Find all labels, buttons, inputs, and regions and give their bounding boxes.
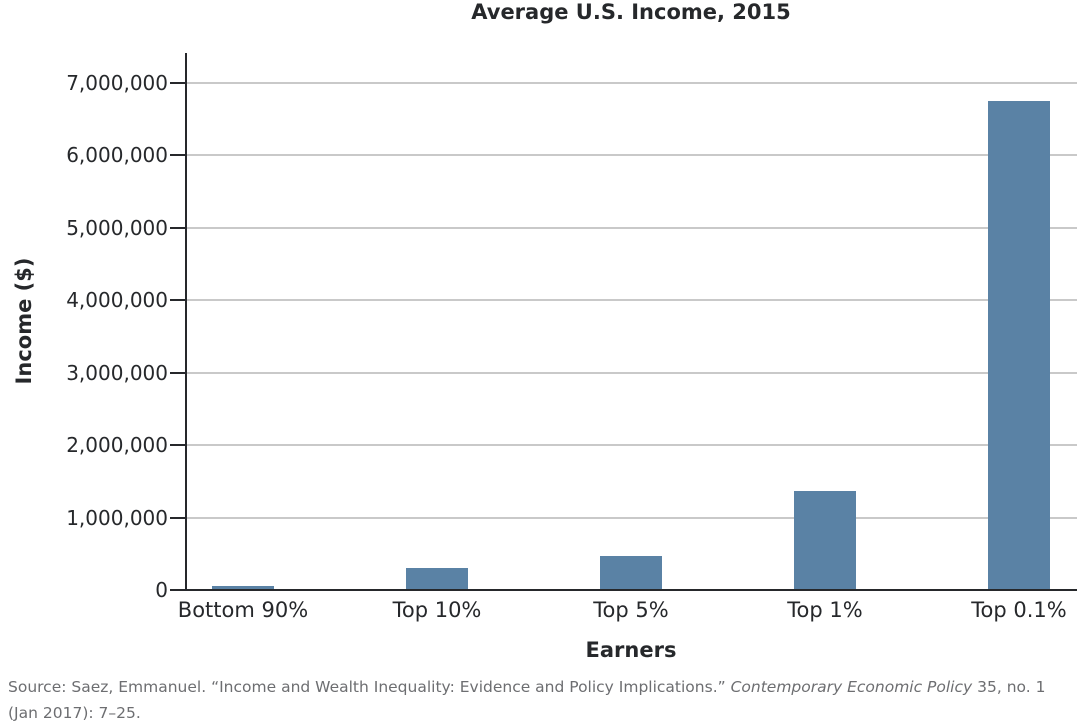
y-axis-tick — [170, 154, 186, 157]
source-journal-title: Contemporary Economic Policy — [730, 678, 973, 696]
y-axis-tick — [170, 82, 186, 84]
chart-title: Average U.S. Income, 2015 — [471, 0, 791, 24]
x-tick-label: Top 0.1% — [971, 598, 1067, 622]
y-tick-label: 1,000,000 — [66, 505, 168, 530]
gridline — [187, 154, 1077, 157]
bar — [406, 567, 468, 590]
y-tick-label: 6,000,000 — [66, 143, 168, 168]
bar — [988, 101, 1050, 590]
y-axis-tick — [170, 589, 186, 591]
source-citation-details: 35, no. 1 (Jan 2017): 7–25. — [8, 678, 1046, 722]
gridline — [187, 299, 1077, 302]
y-tick-label: 3,000,000 — [66, 360, 168, 385]
gridline — [187, 82, 1077, 84]
source-note: Source: Saez, Emmanuel. “Income and Weal… — [8, 674, 1068, 725]
y-tick-label: 7,000,000 — [66, 71, 168, 95]
x-tick-label: Top 1% — [787, 598, 863, 622]
x-axis-label: Earners — [585, 638, 677, 662]
x-axis-line — [185, 589, 1077, 591]
bar — [794, 491, 856, 590]
gridline — [187, 516, 1077, 519]
gridline — [187, 371, 1077, 374]
y-axis-tick — [170, 371, 186, 374]
y-axis-tick — [170, 226, 186, 229]
x-tick-label: Top 10% — [392, 598, 482, 622]
y-tick-label: 5,000,000 — [66, 215, 168, 240]
x-tick-label: Top 5% — [593, 598, 669, 622]
bar — [600, 555, 662, 590]
y-axis-tick — [170, 444, 186, 447]
y-tick-label: 4,000,000 — [66, 288, 168, 313]
y-axis-tick — [170, 299, 186, 302]
gridline — [187, 226, 1077, 229]
y-axis-line — [185, 53, 187, 591]
y-axis-tick — [170, 516, 186, 519]
gridline — [187, 444, 1077, 447]
bar — [212, 586, 274, 590]
y-tick-label: 0 — [155, 578, 168, 602]
y-tick-label: 2,000,000 — [66, 433, 168, 458]
source-text: Source: Saez, Emmanuel. “Income and Weal… — [8, 678, 731, 696]
x-tick-label: Bottom 90% — [177, 598, 309, 622]
